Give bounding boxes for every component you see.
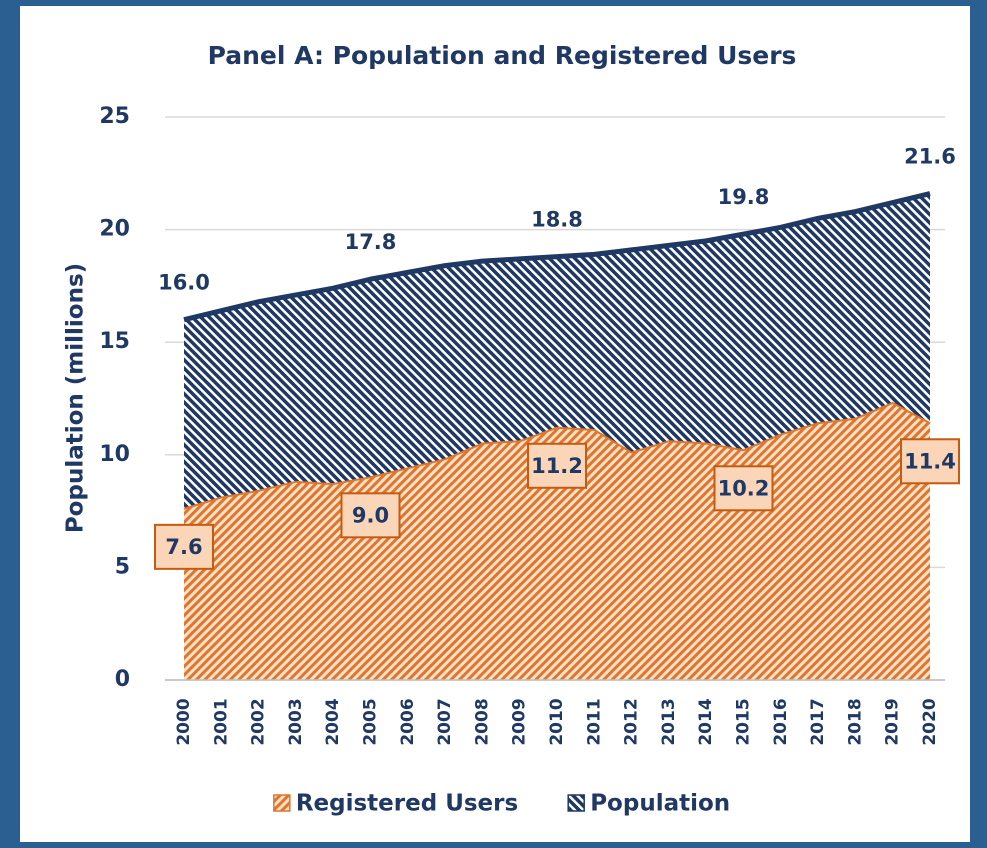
legend-label: Registered Users — [296, 791, 518, 817]
x-tick-label: 2011 — [584, 698, 604, 745]
x-tick-label: 2020 — [920, 698, 940, 745]
y-tick-label: 15 — [99, 329, 130, 354]
x-tick-label: 2007 — [435, 698, 455, 745]
data-label: 11.4 — [904, 449, 956, 473]
x-tick-label: 2017 — [808, 698, 828, 745]
data-label: 7.6 — [165, 535, 202, 559]
x-tick-label: 2006 — [398, 698, 418, 745]
x-tick-label: 2001 — [211, 698, 231, 745]
data-label: 21.6 — [904, 145, 956, 169]
x-tick-label: 2002 — [249, 698, 269, 745]
x-tick-label: 2010 — [547, 698, 567, 745]
x-tick-label: 2019 — [883, 698, 903, 745]
x-tick-label: 2003 — [286, 698, 306, 745]
data-label: 18.8 — [531, 208, 583, 232]
legend-label: Population — [590, 791, 730, 817]
data-label: 19.8 — [718, 185, 770, 209]
x-tick-label: 2018 — [845, 698, 865, 745]
x-tick-label: 2012 — [622, 698, 642, 745]
legend-swatch — [567, 794, 585, 812]
chart-title: Panel A: Population and Registered Users — [208, 41, 797, 70]
data-label-box — [527, 442, 587, 489]
series-line — [183, 191, 931, 323]
y-tick-label: 5 — [115, 554, 130, 579]
data-label: 9.0 — [352, 503, 389, 527]
data-label-box — [340, 492, 401, 539]
x-tick-label: 2000 — [174, 698, 194, 745]
data-label: 16.0 — [158, 271, 210, 295]
y-tick-label: 20 — [99, 217, 130, 242]
data-label: 17.8 — [345, 230, 397, 254]
y-tick-label: 10 — [99, 442, 130, 467]
data-label: 11.2 — [531, 454, 583, 478]
x-tick-label: 2005 — [361, 698, 381, 745]
x-tick-label: 2015 — [734, 698, 754, 745]
data-label-box — [900, 438, 960, 485]
x-tick-label: 2013 — [659, 698, 679, 745]
x-tick-label: 2009 — [510, 698, 530, 745]
data-label-box — [713, 465, 774, 512]
data-label-box — [154, 523, 214, 570]
x-tick-label: 2004 — [323, 698, 343, 745]
series-line — [183, 402, 931, 510]
y-tick-label: 25 — [99, 104, 130, 129]
data-label: 10.2 — [718, 476, 770, 500]
x-tick-label: 2008 — [472, 698, 492, 745]
x-tick-label: 2016 — [771, 698, 791, 745]
y-axis-label: Population (millions) — [63, 263, 89, 533]
y-tick-label: 0 — [115, 667, 130, 692]
x-tick-label: 2014 — [696, 698, 716, 745]
legend-swatch — [273, 794, 291, 812]
